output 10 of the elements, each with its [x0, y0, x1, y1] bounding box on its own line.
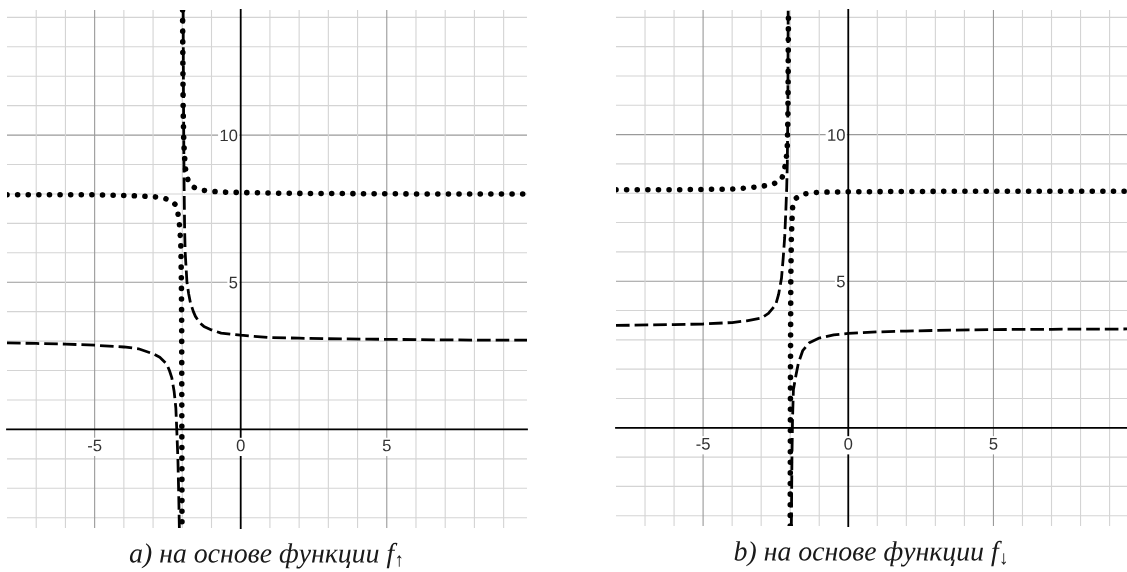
- text: b) на основе функции f$_{↓}$: [734, 540, 1007, 567]
- x-tick-label: -5: [87, 439, 102, 452]
- x-tick-label: 0: [844, 437, 853, 450]
- x-tick-label: 5: [382, 439, 391, 452]
- x-tick-label: 0: [236, 439, 245, 452]
- y-tick-label: 10: [828, 129, 845, 141]
- x-tick-label: 5: [989, 438, 998, 450]
- y-tick-label: 10: [220, 129, 238, 142]
- text: a) на основе функции f$_{↑}$: [129, 542, 402, 569]
- x-tick-label: -5: [696, 438, 710, 450]
